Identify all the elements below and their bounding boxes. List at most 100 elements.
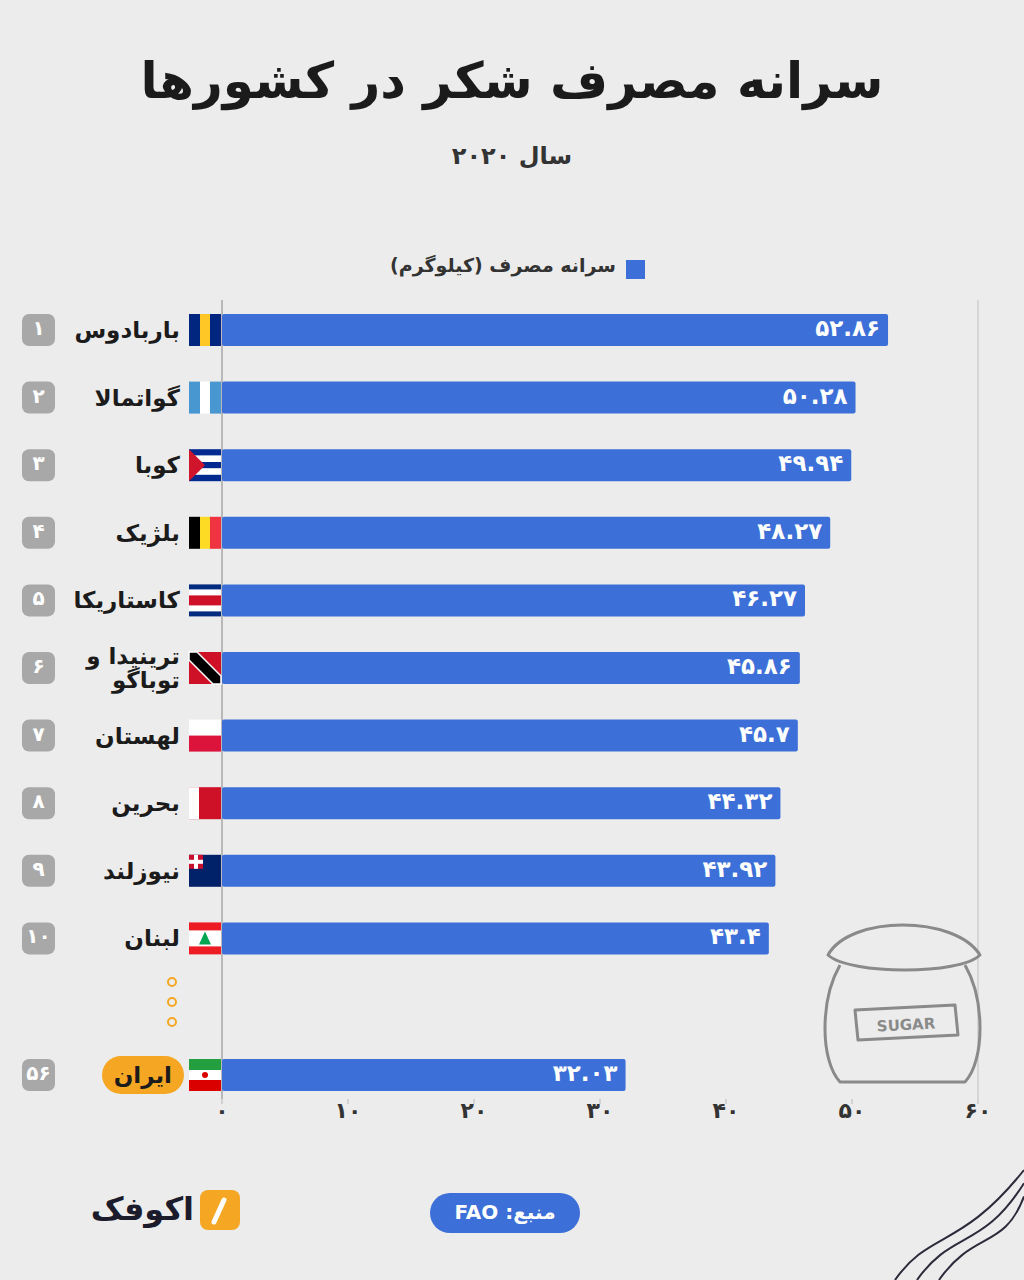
rank-box <box>22 382 55 414</box>
data-label: ۴۵.۸۶ <box>727 653 792 679</box>
data-label: ۳۲.۰۳ <box>553 1060 618 1086</box>
rank-label: ۶ <box>22 654 55 678</box>
flag-part <box>189 652 221 684</box>
category-label: کوبا <box>60 435 180 495</box>
category-label: لهستان <box>60 706 180 766</box>
bar <box>222 720 798 752</box>
flag-part <box>189 1059 221 1070</box>
logo: اکوفک <box>91 1190 194 1228</box>
rank-box <box>22 922 55 954</box>
flag-part <box>189 314 200 346</box>
flag-part <box>189 946 221 954</box>
bar <box>222 855 775 887</box>
flag-part <box>200 517 210 549</box>
category-label: ترینیدا و توباگو <box>60 638 180 698</box>
category-label: گواتمالا <box>60 368 180 428</box>
flag-part <box>189 736 221 752</box>
bar <box>222 922 769 954</box>
flag-part <box>189 1070 221 1080</box>
tick-label: ۶۰ <box>948 1098 1008 1123</box>
wave <box>939 1196 1024 1280</box>
flag-part <box>199 931 211 944</box>
data-label: ۴۳.۴ <box>710 923 761 949</box>
data-label: ۴۳.۹۲ <box>703 856 768 882</box>
flag <box>189 449 221 481</box>
bar <box>222 652 800 684</box>
rank-box <box>22 517 55 549</box>
wave <box>917 1183 1024 1280</box>
waves <box>895 1170 1024 1280</box>
flag-part <box>189 595 221 605</box>
category-label: بلژیک <box>60 503 180 563</box>
flag <box>189 584 221 616</box>
flag-part <box>189 720 221 736</box>
axis-line <box>221 300 223 1099</box>
flag <box>189 1059 221 1091</box>
flag <box>189 314 221 346</box>
category-label: ایران <box>102 1056 184 1094</box>
rank-label: ۱ <box>22 316 55 340</box>
flag-part <box>189 855 203 869</box>
source-pill <box>430 1193 580 1233</box>
flag <box>189 855 221 887</box>
flag <box>189 517 221 549</box>
bar <box>222 382 856 414</box>
rank-label: ۷ <box>22 722 55 746</box>
sack-tag <box>855 1005 958 1040</box>
sack-body <box>825 965 980 1082</box>
category-label: کاستاریکا <box>60 570 180 630</box>
flag-part <box>189 449 205 481</box>
page: SUGARسرانه مصرف شکر در کشورهاسال ۲۰۲۰سرا… <box>0 0 1024 1280</box>
subtitle: سال ۲۰۲۰ <box>0 142 1024 170</box>
flag <box>189 382 221 414</box>
tick-label: ۴۰ <box>696 1098 756 1123</box>
flag-part <box>202 1072 208 1078</box>
sugar-sack <box>825 925 980 1082</box>
flag-part <box>189 652 221 684</box>
rank-box <box>22 855 55 887</box>
flag-part <box>189 787 199 819</box>
category-label: نیوزلند <box>60 841 180 901</box>
bar <box>222 584 805 616</box>
data-label: ۴۹.۹۴ <box>778 450 843 476</box>
rank-box <box>22 787 55 819</box>
ellipsis-dot <box>168 1018 176 1026</box>
ellipsis-dot <box>168 998 176 1006</box>
category-label: باربادوس <box>60 300 180 360</box>
legend-label: سرانه مصرف (کیلوگرم) <box>390 254 616 276</box>
legend-swatch <box>626 260 645 279</box>
flag-part <box>189 922 221 930</box>
ellipsis-dot <box>168 978 176 986</box>
rank-box <box>22 449 55 481</box>
category-label: لبنان <box>60 908 180 968</box>
flag-part <box>210 314 221 346</box>
rank-label: ۲ <box>22 384 55 408</box>
flag-part <box>210 382 221 414</box>
flag-part <box>189 787 221 819</box>
flag-part <box>194 855 198 869</box>
data-label: ۴۴.۳۲ <box>708 788 773 814</box>
tick-label: ۳۰ <box>570 1098 630 1123</box>
flag-part <box>189 382 200 414</box>
source: منبع: FAO <box>430 1200 580 1224</box>
rank-label: ۴ <box>22 519 55 543</box>
data-label: ۵۰.۲۸ <box>783 383 848 409</box>
bar <box>222 449 851 481</box>
data-label: ۴۶.۲۷ <box>732 585 797 611</box>
title: سرانه مصرف شکر در کشورها <box>0 52 1024 110</box>
flag-part <box>189 584 221 616</box>
flag-part <box>210 517 221 549</box>
tick-label: ۱۰ <box>318 1098 378 1123</box>
rank-box <box>22 1059 55 1091</box>
rank-label: ۵۶ <box>22 1061 55 1085</box>
flag <box>189 922 221 954</box>
logo-icon-mark <box>214 1200 224 1222</box>
data-label: ۴۸.۲۷ <box>757 518 822 544</box>
flag <box>189 720 221 752</box>
data-label: ۵۲.۸۶ <box>815 315 880 341</box>
flag-part <box>189 1080 221 1091</box>
rank-label: ۵ <box>22 586 55 610</box>
rank-label: ۳ <box>22 451 55 475</box>
bar <box>222 517 830 549</box>
flag-part <box>189 922 221 954</box>
